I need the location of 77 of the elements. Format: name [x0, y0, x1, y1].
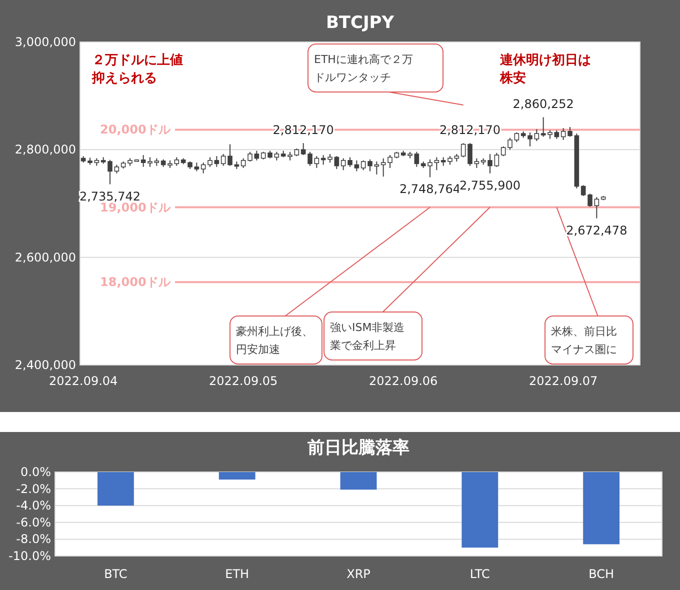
chart-title: 前日比騰落率 [306, 438, 410, 458]
candlestick [508, 137, 512, 150]
candlestick [248, 151, 252, 162]
candlestick [534, 128, 540, 142]
y-tick-label: 0.0% [20, 465, 51, 479]
candlestick [368, 158, 372, 172]
candlestick [560, 128, 566, 140]
candlestick [474, 158, 480, 168]
y-tick-label: -4.0% [16, 498, 51, 513]
candlestick [488, 153, 492, 174]
annotation: 連休明け初日は株安 [499, 52, 591, 86]
annotation: 2,860,252 [512, 97, 574, 112]
candlestick [540, 116, 546, 138]
y-tick-label: -6.0% [16, 515, 51, 530]
candlestick [228, 144, 232, 166]
x-tick-label: 2022.09.04 [48, 374, 118, 388]
annotation: 2,812,170 [272, 123, 334, 138]
ref-line-label: 20,000ドル [100, 122, 172, 137]
candlestick [580, 184, 586, 196]
ref-line-label: 18,000ドル [100, 275, 172, 290]
candlestick [254, 150, 260, 161]
x-tick-label: 2022.09.05 [208, 374, 278, 388]
candlestick [434, 156, 440, 171]
candlestick [240, 158, 246, 168]
candlestick [528, 132, 532, 147]
annotation: 2,735,742 [79, 189, 141, 204]
candlestick [214, 156, 220, 168]
candlestick [594, 196, 600, 219]
candlestick [300, 142, 306, 156]
x-tick-label: XRP [346, 567, 370, 581]
candlestick [308, 151, 312, 166]
candlestick [208, 156, 212, 168]
candlestick [380, 158, 386, 178]
candlestick [468, 142, 472, 166]
candlestick [500, 146, 506, 157]
candlestick [588, 193, 592, 208]
candlestick [334, 156, 340, 170]
annotation: 2,672,478 [566, 223, 628, 238]
annotation: 2,812,170 [439, 123, 501, 138]
candlestick [108, 159, 112, 185]
annotation: ETHに連れ高で２万ドルワンタッチ [314, 53, 413, 84]
annotation: 強いISM非製造業で金利上昇 [330, 321, 405, 352]
candlestick [314, 156, 320, 168]
y-tick-label: 2,800,000 [14, 142, 76, 157]
candlestick [494, 152, 500, 168]
y-tick-label: 3,000,000 [14, 35, 76, 49]
candlestick [568, 126, 572, 138]
candlestick [414, 151, 420, 168]
candlestick [360, 160, 366, 171]
candlestick [354, 160, 360, 172]
x-tick-label: ETH [225, 567, 250, 581]
y-tick-label: 2,400,000 [14, 358, 76, 372]
candlestick [348, 156, 352, 168]
annotation: 2,755,900 [459, 178, 521, 192]
candlestick [148, 156, 152, 168]
x-tick-label: BTC [104, 567, 128, 581]
annotation: 豪州利上げ後、円安加速 [236, 325, 313, 356]
candlestick [460, 142, 466, 158]
candlestick [514, 132, 520, 143]
y-tick-label: -8.0% [16, 532, 51, 546]
candlestick [220, 153, 226, 166]
candlestick [200, 162, 206, 174]
y-tick-label: 2,600,000 [14, 250, 76, 264]
candlestick [428, 158, 432, 178]
y-tick-label: -2.0% [16, 482, 51, 496]
candlestick [340, 158, 346, 171]
x-tick-label: LTC [470, 567, 490, 581]
y-tick-label: -10.0% [8, 549, 51, 563]
x-tick-label: 2022.09.07 [528, 374, 598, 388]
annotation: ２万ドルに上値抑えられる [91, 53, 183, 86]
chart-title: BTCJPY [326, 13, 395, 33]
x-tick-label: BCH [588, 567, 614, 581]
x-tick-label: 2022.09.06 [368, 374, 438, 388]
candlestick [140, 154, 146, 168]
annotation: 米株、前日比マイナス圏に [551, 325, 617, 356]
candlestick [388, 154, 392, 168]
annotation: 2,748,764 [399, 182, 461, 196]
